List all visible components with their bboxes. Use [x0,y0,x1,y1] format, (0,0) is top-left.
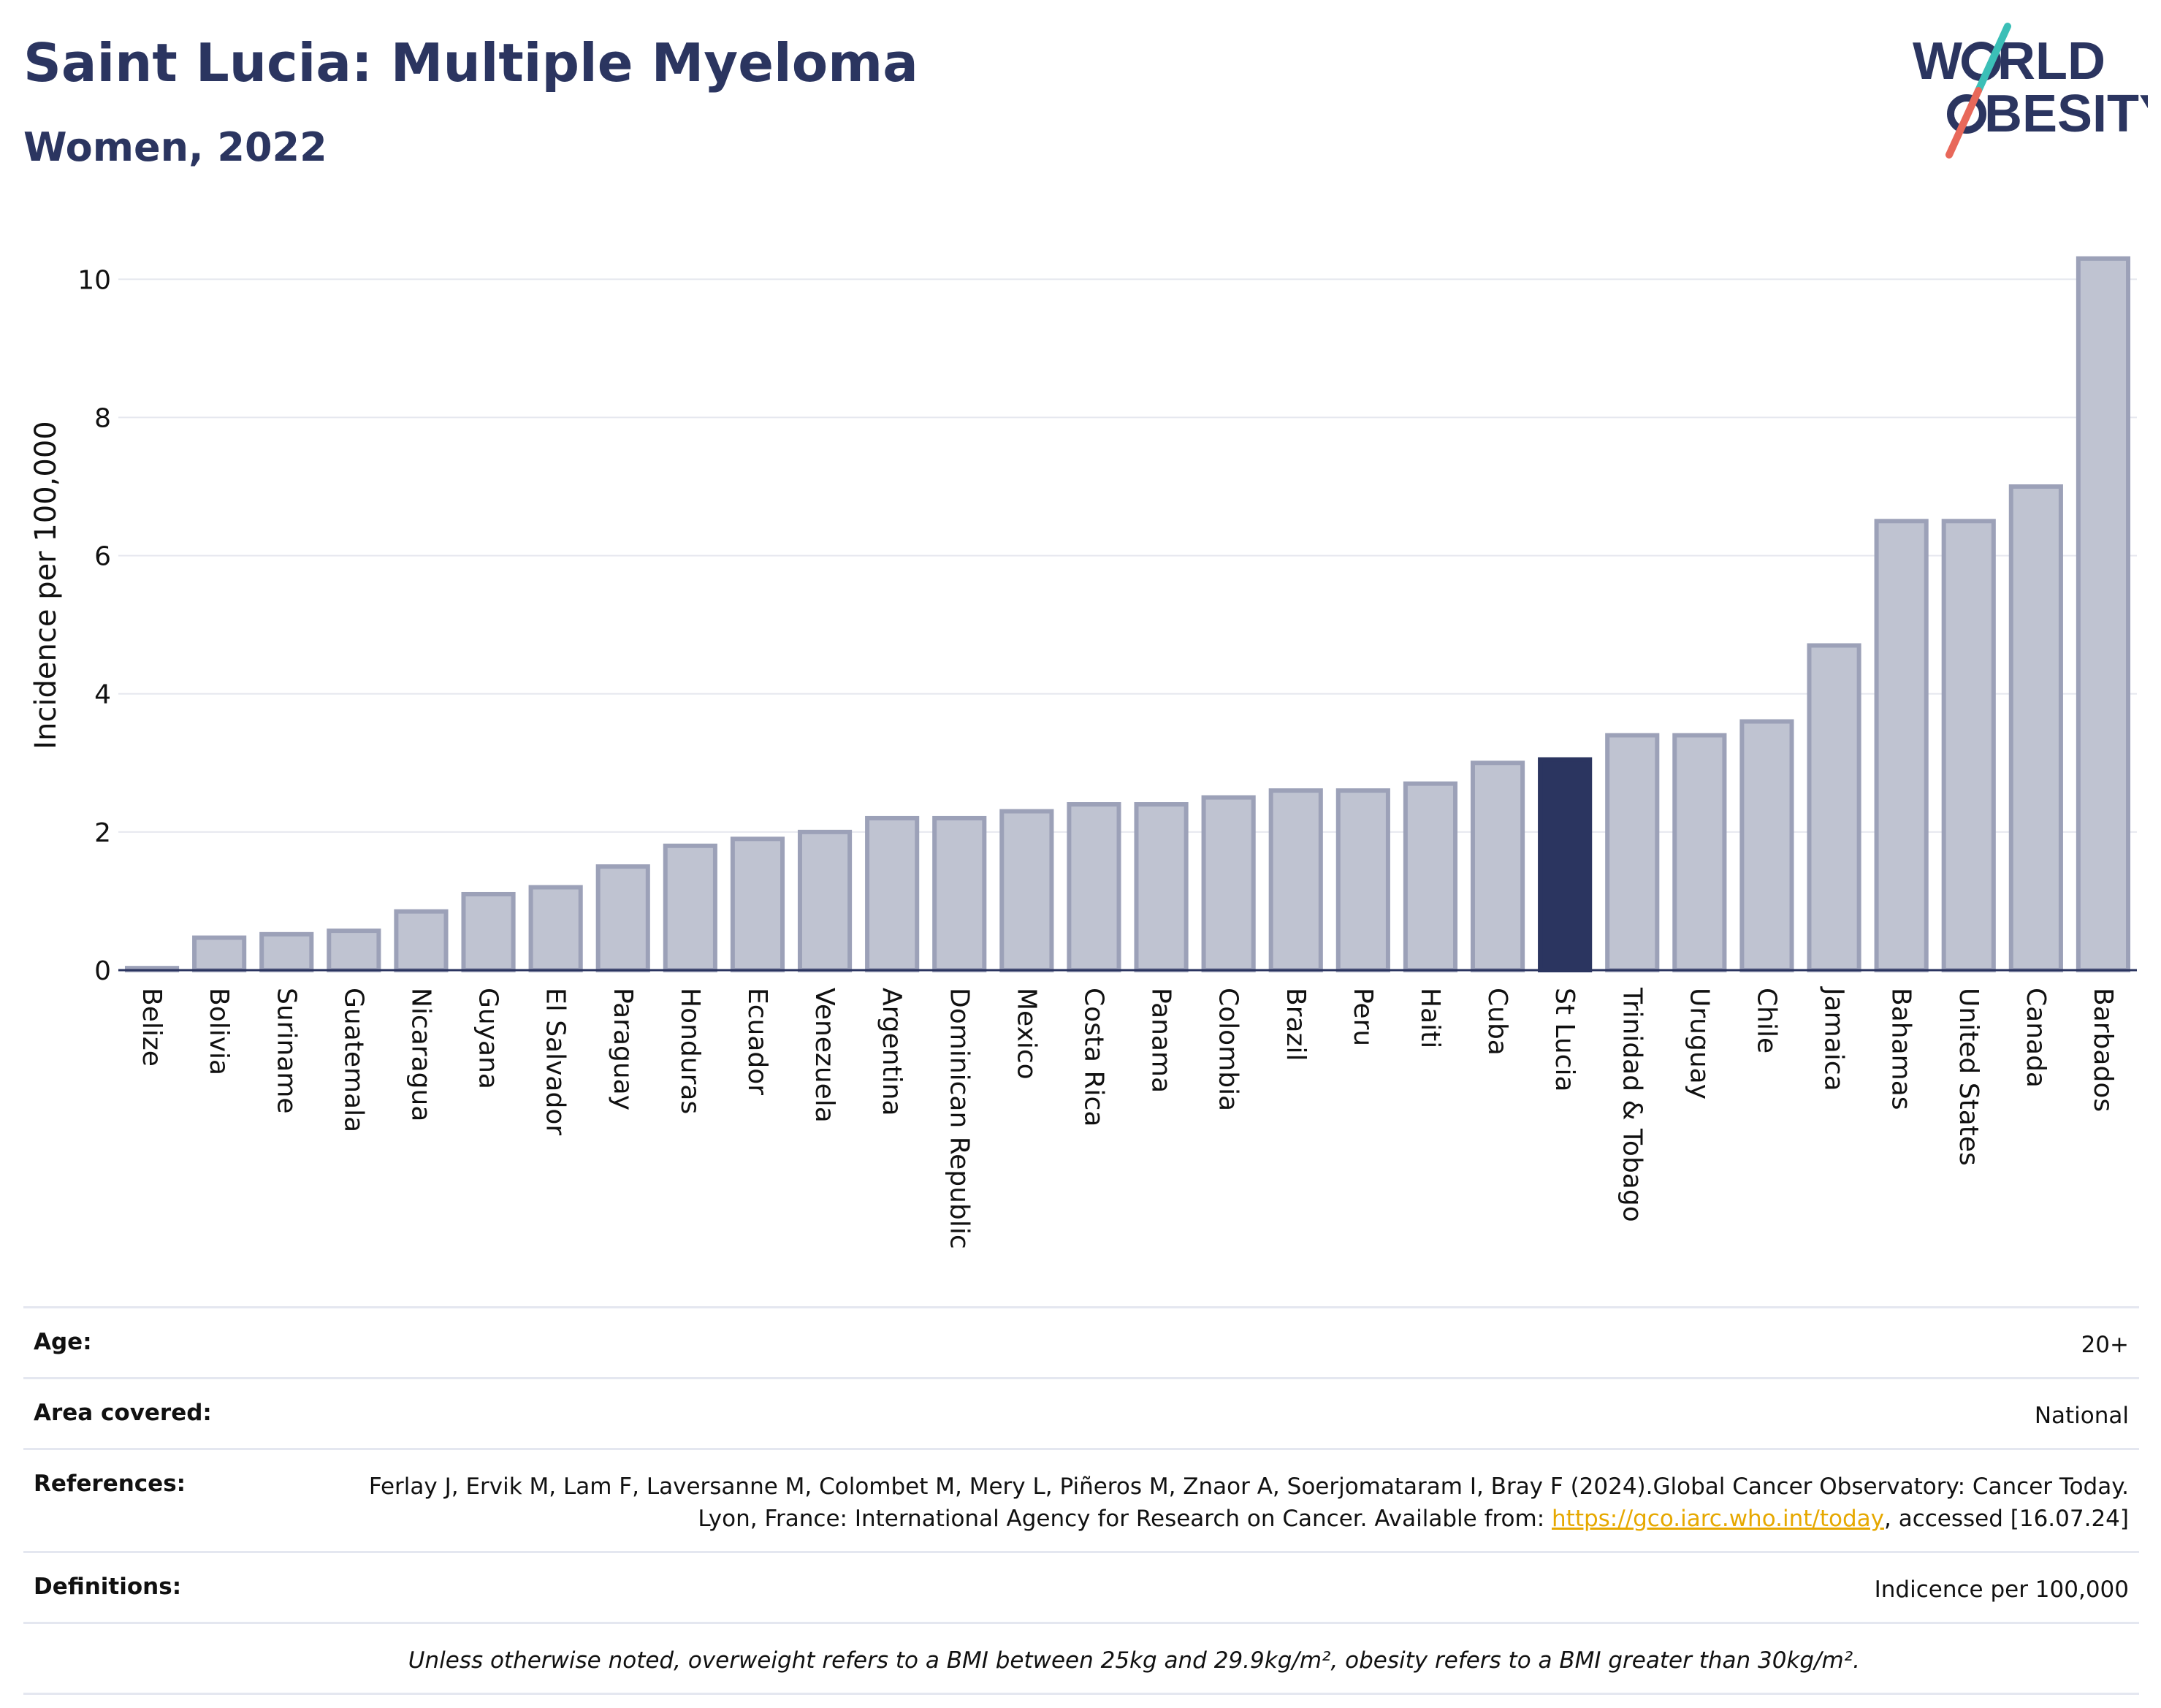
bars [124,256,2131,973]
y-tick-0: 0 [94,956,111,986]
x-tick-colombia: Colombia [1213,988,1243,1111]
bar-chile [1739,719,1794,972]
x-tick-venezuela: Venezuela [809,988,839,1123]
x-tick-paraguay: Paraguay [608,988,638,1110]
bar-paraguay [595,864,650,972]
x-tick-el-salvador: El Salvador [541,988,571,1135]
references-text: Ferlay J, Ervik M, Lam F, Laversanne M, … [368,1473,2129,1532]
x-tick-ecuador: Ecuador [742,988,772,1095]
x-tick-uruguay: Uruguay [1684,988,1714,1099]
x-tick-nicaragua: Nicaragua [405,988,435,1121]
x-tick-argentina: Argentina [877,988,907,1116]
info-row-note: Unless otherwise noted, overweight refer… [23,1622,2139,1695]
x-tick-trinidad-tobago: Trinidad & Tobago [1617,987,1647,1222]
bar-uruguay [1672,733,1727,972]
bar-ecuador [730,836,785,973]
x-tick-costa-rica: Costa Rica [1078,988,1108,1126]
area-label: Area covered: [34,1400,212,1426]
bar-dominican-republic [932,815,987,973]
x-tick-bolivia: Bolivia [204,988,234,1075]
logo-word-obesity: BESITY [1984,85,2148,143]
references-value: Ferlay J, Ervik M, Lam F, Laversanne M, … [302,1471,2129,1535]
logo-slash-coral [1945,87,1982,159]
bar-colombia [1201,795,1256,972]
x-tick-brazil: Brazil [1281,988,1311,1061]
bar-bahamas [1874,519,1929,972]
info-row-references: References: Ferlay J, Ervik M, Lam F, La… [23,1448,2139,1551]
bar-mexico [999,809,1054,972]
x-tick-guyana: Guyana [473,988,503,1089]
x-tick-barbados: Barbados [2088,988,2118,1112]
bar-haiti [1403,781,1458,972]
y-tick-2: 2 [94,818,111,848]
x-tick-labels: Belize Bolivia Suriname Guatemala Nicaragua G… [137,986,2118,1249]
definitions-value: Indicence per 100,000 [1874,1577,2129,1603]
bar-el-salvador [528,885,583,972]
x-tick-chile: Chile [1751,988,1781,1053]
bar-argentina [865,815,920,973]
x-tick-bahamas: Bahamas [1886,988,1916,1110]
references-link[interactable]: https://gco.iarc.who.int/today [1552,1506,1884,1532]
x-tick-cuba: Cuba [1482,988,1512,1056]
gridlines [118,278,2137,833]
age-label: Age: [34,1329,92,1355]
info-row-definitions: Definitions: Indicence per 100,000 [23,1551,2139,1622]
y-axis-label: Incidence per 100,000 [29,421,63,750]
bar-panama [1134,802,1189,972]
info-row-area: Area covered: National [23,1377,2139,1448]
bar-cuba [1470,760,1525,973]
bar-st-lucia [1538,757,1593,972]
bar-barbados [2076,256,2131,972]
chart-subtitle: Women, 2022 [23,124,327,170]
bar-guatemala [327,929,381,972]
definitions-label: Definitions: [34,1574,182,1600]
x-tick-mexico: Mexico [1011,988,1041,1080]
bmi-note: Unless otherwise noted, overweight refer… [408,1647,1860,1674]
references-accessed: , accessed [16.07.24] [1883,1506,2129,1532]
bar-nicaragua [394,909,449,972]
bar-trinidad-tobago [1605,733,1660,972]
x-tick-belize: Belize [137,988,167,1067]
x-tick-haiti: Haiti [1415,988,1445,1048]
x-tick-dominican-republic: Dominican Republic [944,988,974,1249]
bar-honduras [663,843,717,973]
x-tick-peru: Peru [1348,988,1378,1046]
logo-word-world: W RLD [1913,32,2105,91]
x-tick-st-lucia: St Lucia [1550,988,1579,1092]
bar-brazil [1268,788,1323,972]
info-table: Age: 20+ Area covered: National Referenc… [23,1306,2139,1695]
x-tick-united-states: United States [1954,988,1983,1166]
y-tick-labels: 0 2 4 6 8 10 [77,265,111,986]
x-tick-jamaica: Jamaica [1819,986,1849,1091]
references-label: References: [34,1471,186,1497]
bar-peru [1335,788,1390,972]
y-tick-8: 8 [94,403,111,433]
bar-chart: 0 2 4 6 8 10 Belize Bolivia Suriname Guatemala Ni… [29,256,2137,1249]
y-tick-4: 4 [94,680,111,710]
area-value: National [2034,1403,2129,1429]
bar-bolivia [192,935,247,972]
logo-slash-teal [1975,23,2011,94]
bar-guyana [461,891,516,973]
bar-jamaica [1807,643,1861,972]
x-tick-panama: Panama [1146,988,1176,1093]
age-value: 20+ [2081,1332,2129,1358]
bar-costa-rica [1067,802,1121,972]
logo-o-ring-2 [1947,94,1986,134]
info-row-age: Age: 20+ [23,1306,2139,1377]
y-tick-10: 10 [77,265,111,295]
x-tick-canada: Canada [2021,988,2051,1088]
bar-canada [2008,484,2063,972]
bar-suriname [259,931,314,973]
x-tick-guatemala: Guatemala [338,988,368,1132]
x-tick-suriname: Suriname [271,988,301,1114]
bar-united-states [1941,519,1996,972]
chart-title: Saint Lucia: Multiple Myeloma [23,32,918,94]
x-tick-honduras: Honduras [675,988,705,1114]
bar-venezuela [797,829,853,973]
y-tick-6: 6 [94,542,111,572]
